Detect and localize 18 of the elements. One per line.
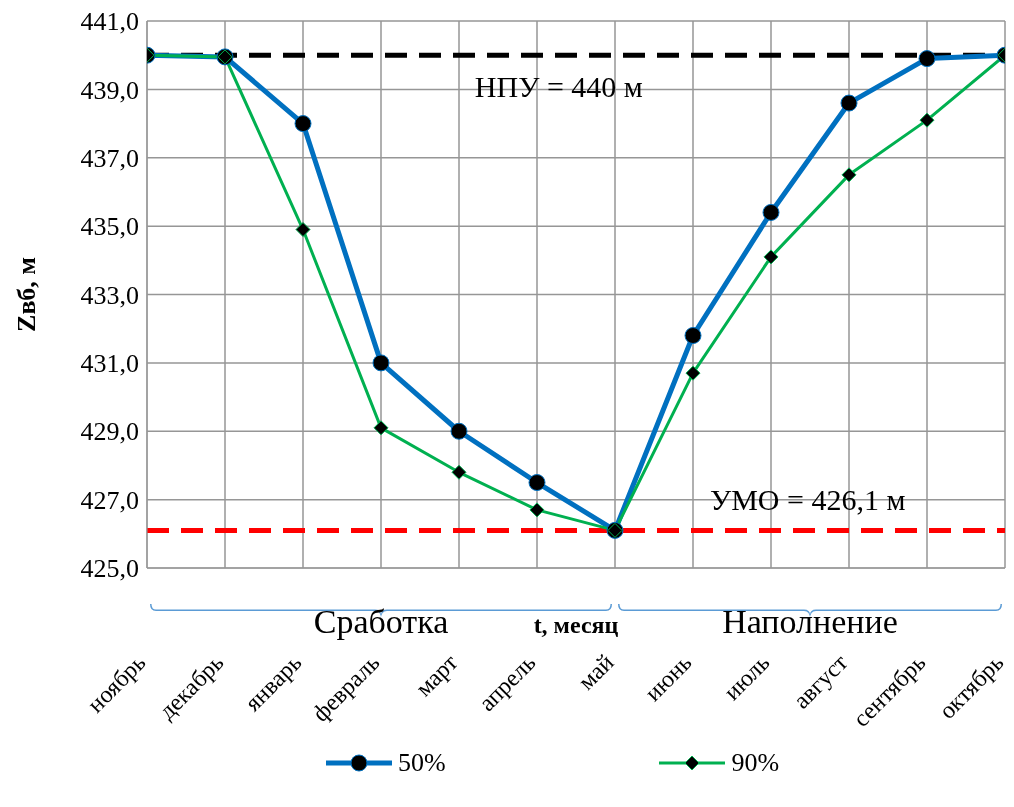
y-tick-label: 429,0 xyxy=(80,417,139,447)
y-tick-label: 427,0 xyxy=(80,485,139,515)
y-tick-label: 441,0 xyxy=(80,7,139,37)
y-tick-label: 437,0 xyxy=(80,143,139,173)
legend-label: 90% xyxy=(731,748,780,778)
y-tick-label: 435,0 xyxy=(80,212,139,242)
x-axis-title: t, месяц xyxy=(532,612,620,638)
ref-line-label: НПУ = 440 м xyxy=(474,70,643,104)
text: Сработка xyxy=(312,603,450,640)
y-tick-label: 425,0 xyxy=(80,554,139,584)
y-tick-label: 439,0 xyxy=(80,75,139,105)
legend-label: 50% xyxy=(397,748,446,778)
y-axis-title: Zвб, м xyxy=(12,257,42,332)
y-tick-label: 431,0 xyxy=(80,349,139,379)
text: Наполнение xyxy=(721,603,899,640)
y-tick-label: 433,0 xyxy=(80,280,139,310)
x-tick-label: май xyxy=(572,649,619,695)
ref-line-label: УМО = 426,1 м xyxy=(709,483,906,517)
